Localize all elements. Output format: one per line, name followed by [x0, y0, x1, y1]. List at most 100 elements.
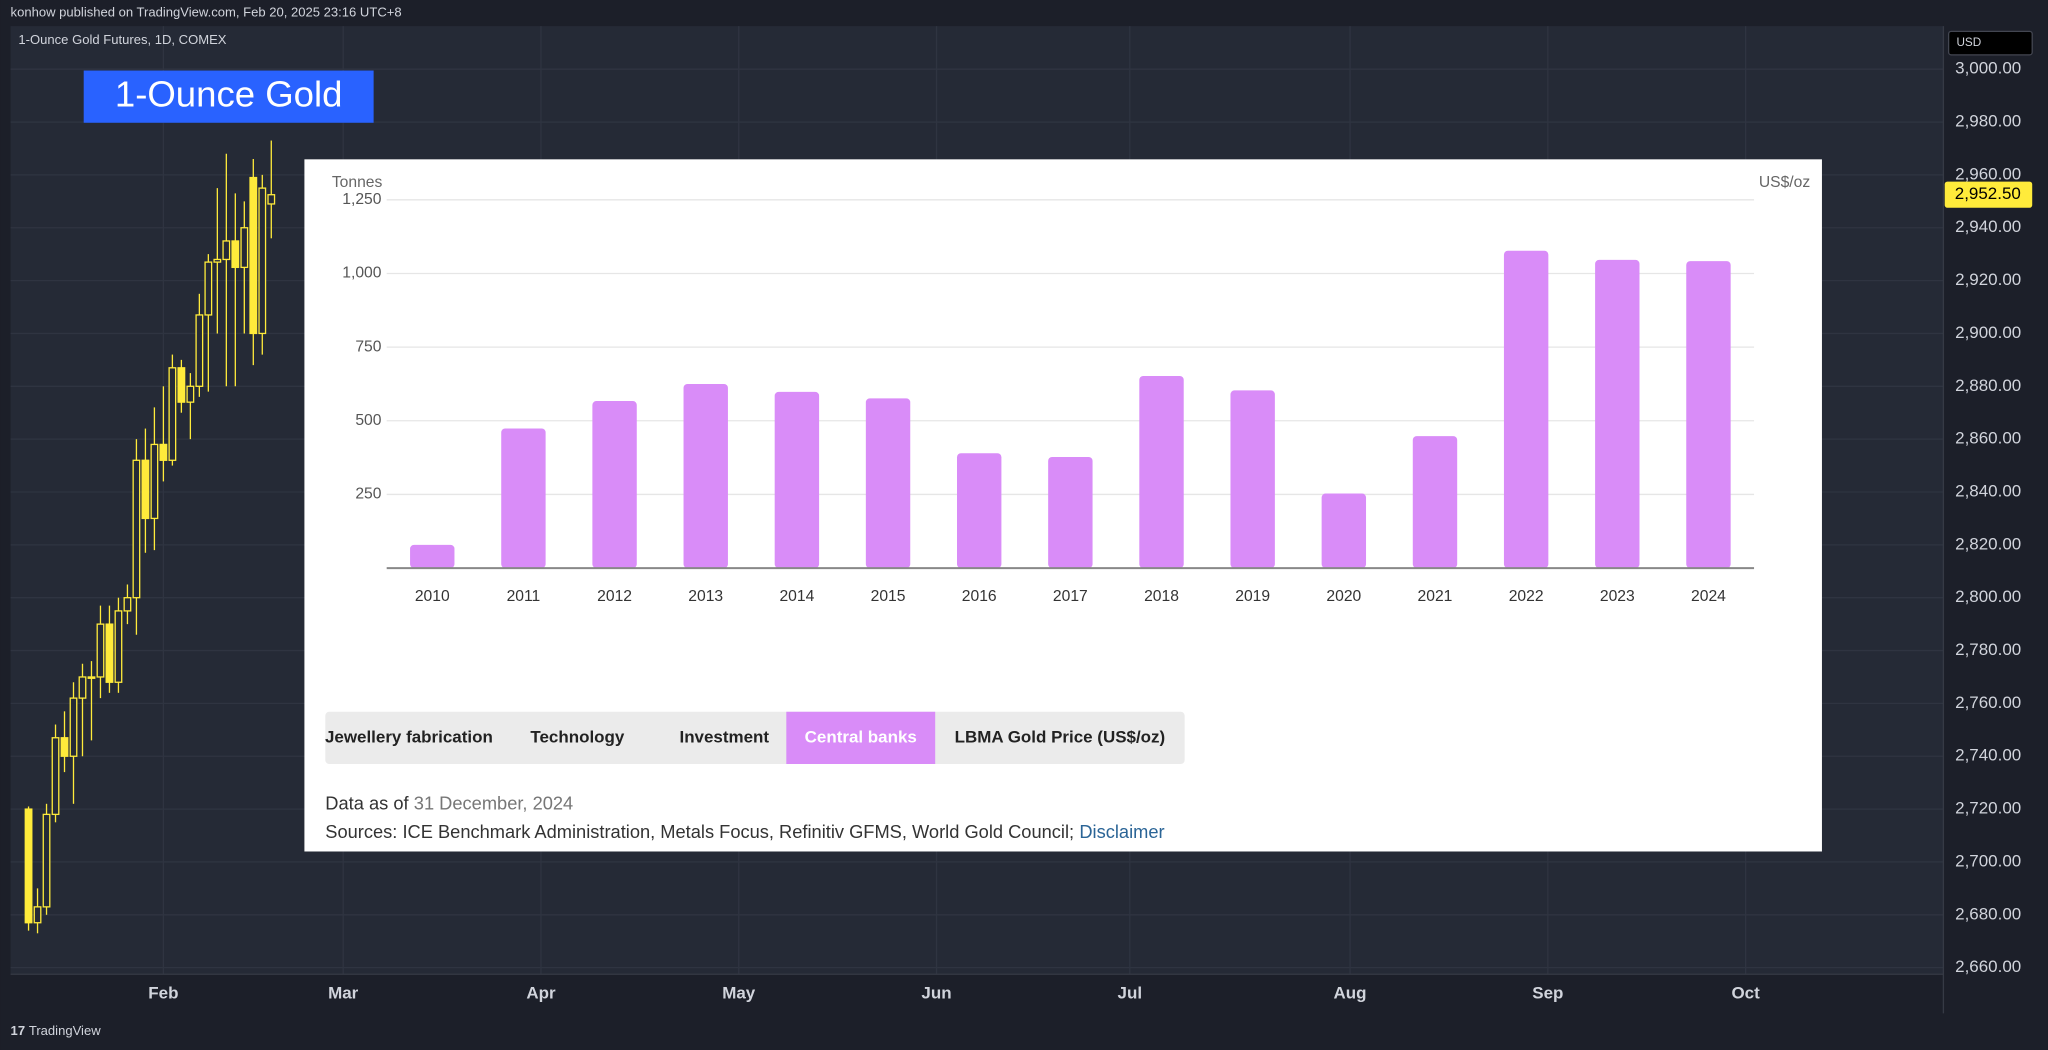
candle-body	[114, 610, 123, 683]
candle-body	[213, 258, 222, 263]
symbol: 1-Ounce Gold Futures, 1D, COMEX	[18, 32, 226, 47]
x-tick-label: 2019	[1235, 588, 1270, 605]
annotation-box	[83, 70, 374, 123]
y-tick-label: 2,700.00	[1955, 851, 2021, 870]
data-as-of-label: Data as of	[325, 792, 409, 813]
candle-body	[258, 187, 267, 335]
y-tick-label: 2,920.00	[1955, 270, 2021, 289]
x-tick-label: 2022	[1509, 588, 1544, 605]
y-tick-label: 1,000	[342, 265, 381, 282]
brand-logo: 17	[11, 1023, 26, 1038]
tab-active-bg[interactable]	[786, 711, 936, 764]
bar	[774, 391, 820, 569]
x-tick-label: 2014	[779, 588, 814, 605]
candle-body	[123, 597, 132, 612]
x-tick-label: May	[722, 983, 756, 1002]
x-tick-label: 2011	[507, 588, 541, 605]
candle-body	[177, 367, 186, 403]
y-tick-label: 2,820.00	[1955, 534, 2021, 553]
candle-body	[60, 737, 69, 757]
bar	[865, 398, 911, 569]
bar	[1230, 390, 1275, 569]
tab[interactable]: LBMA Gold Price (US$/oz)	[955, 727, 1166, 746]
tab[interactable]: Jewellery fabrication	[325, 727, 493, 746]
last-price-label: 2,952.50	[1955, 184, 2021, 203]
candle-body	[186, 385, 195, 403]
y-tick-label: 2,660.00	[1955, 957, 2021, 976]
candle-body	[240, 227, 249, 269]
tab[interactable]: Investment	[679, 727, 769, 746]
y-tick-label: 2,900.00	[1955, 323, 2021, 342]
candle-body	[231, 240, 240, 269]
candle-body	[141, 459, 150, 520]
y-tick-label: 2,880.00	[1955, 376, 2021, 395]
candle-body	[132, 459, 141, 599]
sources: Sources: ICE Benchmark Administration, M…	[325, 821, 1164, 842]
candle-body	[168, 367, 177, 461]
tab[interactable]: Technology	[530, 727, 625, 746]
currency: USD	[1956, 36, 1981, 49]
candle-body	[105, 623, 114, 683]
sources-text: Sources: ICE Benchmark Administration, M…	[325, 821, 1074, 842]
candle-body	[42, 813, 51, 908]
bar	[1412, 436, 1458, 569]
y-tick-label: 2,780.00	[1955, 640, 2021, 659]
bar	[1595, 259, 1640, 569]
candle-body	[150, 443, 159, 520]
x-tick-label: 2012	[597, 588, 632, 605]
tab[interactable]: Central banks	[805, 727, 917, 746]
last-price-tag	[1944, 181, 2033, 208]
candle-body	[87, 676, 96, 679]
brand: TradingView	[29, 1023, 101, 1038]
y-tick-label: 2,800.00	[1955, 587, 2021, 606]
data-date: 31 December, 2024	[414, 792, 573, 813]
x-tick-label: Jun	[921, 983, 951, 1002]
y-tick-label: 1,250	[342, 191, 381, 208]
disclaimer-link[interactable]: Disclaimer	[1079, 821, 1164, 842]
candles	[24, 140, 276, 934]
y-tick-label: 2,680.00	[1955, 904, 2021, 923]
annotation: 1-Ounce Gold	[115, 73, 343, 114]
data-as-of: Data as of 31 December, 2024	[325, 792, 573, 813]
bar	[1503, 250, 1549, 569]
bar	[1321, 493, 1367, 569]
x-tick-label: Aug	[1334, 983, 1367, 1002]
candle-body	[33, 906, 42, 924]
candle-body	[24, 808, 33, 924]
bar	[501, 428, 546, 569]
candle-body	[159, 443, 168, 461]
x-tick-label: 2023	[1600, 588, 1635, 605]
y-tick-label: 2,860.00	[1955, 429, 2021, 448]
candle-body	[222, 240, 231, 261]
publisher: konhow published on TradingView.com, Feb…	[11, 5, 402, 20]
tab-bar	[325, 711, 1185, 764]
bar	[1048, 457, 1093, 569]
x-tick-label: 2017	[1053, 588, 1088, 605]
y-tick-label: 2,720.00	[1955, 799, 2021, 818]
y-tick-label: 2,840.00	[1955, 481, 2021, 500]
x-tick-label: 2024	[1691, 588, 1726, 605]
x-tick-label: 2010	[415, 588, 450, 605]
bar-chart-panel: Tonnes US$/oz Data as of 31 December, 202…	[304, 159, 1822, 852]
y-tick-label: 2,940.00	[1955, 217, 2021, 236]
x-tick-label: Apr	[526, 983, 556, 1002]
candle-body	[96, 623, 105, 678]
y-tick-label: 3,000.00	[1955, 59, 2021, 78]
x-tick-label: Mar	[328, 983, 359, 1002]
y-axis-label: Tonnes	[332, 174, 383, 191]
y-tick-label: 2,960.00	[1955, 164, 2021, 183]
currency-box	[1947, 30, 2033, 56]
bar	[1686, 261, 1731, 569]
y-tick-label: 250	[355, 486, 381, 503]
bar	[957, 453, 1002, 569]
candle-body	[69, 697, 78, 757]
candle-body	[51, 737, 60, 816]
x-tick-label: 2013	[688, 588, 723, 605]
bar	[592, 401, 637, 569]
y-tick-label: 750	[355, 338, 381, 355]
x-tick-label: Feb	[148, 983, 178, 1002]
bar	[683, 383, 728, 569]
candle-body	[195, 314, 204, 387]
